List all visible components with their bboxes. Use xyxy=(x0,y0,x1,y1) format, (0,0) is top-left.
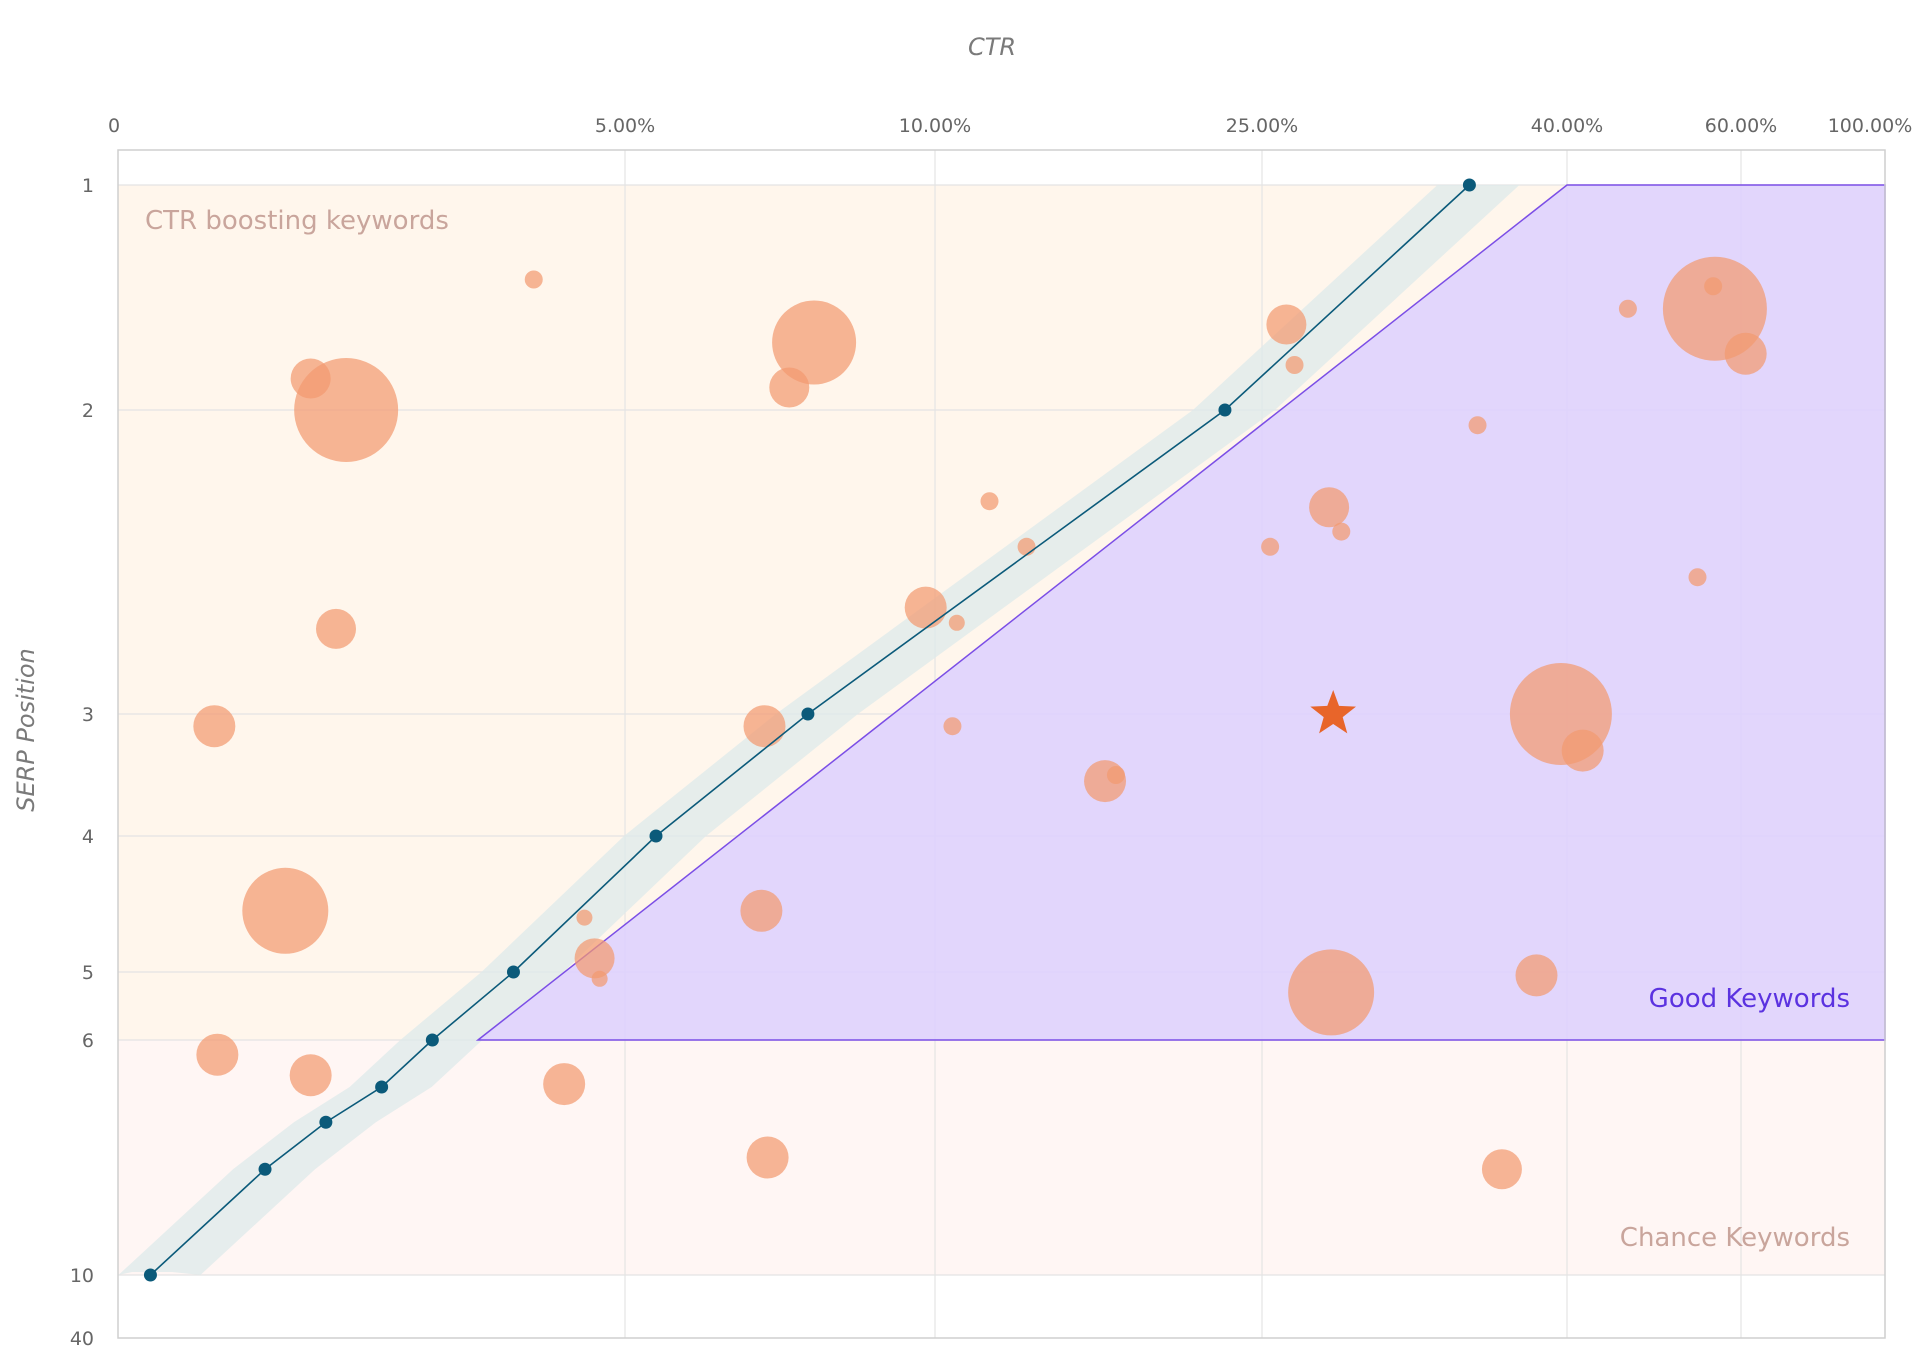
benchmark-point xyxy=(425,1033,439,1047)
keyword-bubble xyxy=(1704,277,1723,296)
label-layer: CTR boosting keywords Chance Keywords Good… xyxy=(145,206,1850,1253)
y-tick-label: 40 xyxy=(70,1328,94,1350)
keyword-bubble xyxy=(1285,356,1304,374)
benchmark-point xyxy=(649,829,663,843)
keyword-bubble xyxy=(1561,729,1604,772)
keyword-bubble xyxy=(1332,522,1351,541)
x-tick-label: 5.00% xyxy=(595,115,655,137)
y-axis-title: SERP Position xyxy=(12,648,40,811)
keyword-bubble xyxy=(1724,332,1767,375)
benchmark-point xyxy=(1462,178,1476,192)
keyword-bubble xyxy=(1261,537,1280,556)
benchmark-line-layer xyxy=(143,178,1476,1282)
keyword-bubble xyxy=(1468,416,1487,435)
keyword-bubble xyxy=(1481,1149,1522,1190)
x-tick-label: 60.00% xyxy=(1705,115,1777,137)
keyword-bubble xyxy=(746,1136,789,1179)
y-tick-label: 1 xyxy=(82,175,94,197)
ctr-boosting-label: CTR boosting keywords xyxy=(145,206,449,236)
keyword-bubble xyxy=(576,909,593,926)
benchmark-point xyxy=(506,965,520,979)
benchmark-point xyxy=(319,1115,333,1129)
keyword-bubble xyxy=(904,586,947,629)
benchmark-point xyxy=(1218,403,1232,417)
plot-frame xyxy=(117,149,1886,1339)
benchmark-point xyxy=(375,1080,389,1094)
y-tick-label: 6 xyxy=(82,1030,94,1052)
bubble-layer xyxy=(193,256,1767,1190)
keyword-bubble xyxy=(316,608,357,649)
keyword-bubble xyxy=(740,889,783,932)
keyword-bubble xyxy=(574,938,615,979)
keyword-bubble xyxy=(1106,766,1125,784)
keyword-bubble xyxy=(948,614,965,631)
benchmark-line xyxy=(149,184,1470,1276)
keyword-bubble xyxy=(1618,299,1637,318)
y-tick-label: 10 xyxy=(70,1265,94,1287)
good-keywords-label: Good Keywords xyxy=(1649,984,1850,1014)
keyword-bubble xyxy=(943,717,962,736)
tick-layer: 0 5.00% 10.00% 25.00% 40.00% 60.00% 100.00% 1 2 3… xyxy=(70,115,1912,1350)
x-tick-label: 25.00% xyxy=(1226,115,1298,137)
x-axis-title: CTR xyxy=(968,33,1016,61)
benchmark-point xyxy=(801,707,815,721)
keyword-bubble xyxy=(772,300,857,385)
keyword-bubble xyxy=(743,705,786,748)
keyword-bubble xyxy=(1309,487,1350,528)
keyword-bubble xyxy=(543,1063,586,1106)
keyword-bubble xyxy=(1017,537,1036,556)
keyword-bubble xyxy=(1266,304,1307,345)
keyword-bubble xyxy=(290,358,331,399)
keyword-bubble xyxy=(1688,568,1707,587)
keyword-bubble xyxy=(1515,954,1558,997)
y-tick-label: 4 xyxy=(82,826,94,848)
y-tick-label: 2 xyxy=(82,400,94,422)
keyword-bubble xyxy=(289,1054,332,1097)
benchmark-point xyxy=(143,1268,157,1282)
benchmark-band-layer xyxy=(118,185,1560,1275)
keyword-bubble xyxy=(524,270,543,289)
keyword-bubble xyxy=(980,492,999,511)
chance-keywords-label: Chance Keywords xyxy=(1620,1223,1850,1253)
y-tick-label: 3 xyxy=(82,704,94,726)
x-tick-label: 10.00% xyxy=(899,115,971,137)
x-tick-label: 0 xyxy=(108,115,120,137)
benchmark-band xyxy=(118,185,1560,1275)
keyword-bubble xyxy=(193,705,236,748)
target-star xyxy=(1310,690,1356,734)
x-tick-label: 100.00% xyxy=(1828,115,1913,137)
benchmark-point xyxy=(258,1162,272,1176)
keyword-bubble xyxy=(242,867,329,954)
x-tick-label: 40.00% xyxy=(1531,115,1603,137)
keyword-bubble xyxy=(196,1033,239,1076)
y-tick-label: 5 xyxy=(82,962,94,984)
keyword-bubble xyxy=(591,970,608,987)
keyword-bubble xyxy=(769,367,810,408)
keyword-bubble xyxy=(1288,949,1375,1036)
